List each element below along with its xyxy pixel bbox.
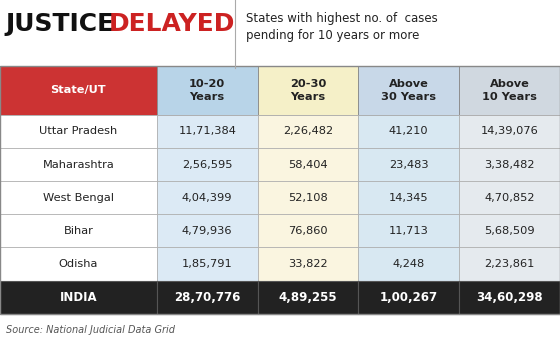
Text: States with highest no. of  cases
pending for 10 years or more: States with highest no. of cases pending…: [246, 12, 438, 42]
FancyBboxPatch shape: [0, 247, 157, 281]
Text: 1,00,267: 1,00,267: [380, 291, 438, 304]
Text: 2,26,482: 2,26,482: [283, 126, 333, 137]
FancyBboxPatch shape: [358, 214, 459, 247]
FancyBboxPatch shape: [258, 281, 358, 314]
Text: 3,38,482: 3,38,482: [484, 160, 535, 170]
FancyBboxPatch shape: [358, 247, 459, 281]
Text: 1,85,791: 1,85,791: [182, 259, 232, 269]
FancyBboxPatch shape: [258, 148, 358, 181]
FancyBboxPatch shape: [0, 115, 157, 148]
FancyBboxPatch shape: [358, 281, 459, 314]
Text: 10-20
Years: 10-20 Years: [189, 79, 225, 102]
Text: 5,68,509: 5,68,509: [484, 226, 535, 236]
Text: 2,56,595: 2,56,595: [182, 160, 232, 170]
Text: Above
10 Years: Above 10 Years: [482, 79, 537, 102]
FancyBboxPatch shape: [258, 247, 358, 281]
FancyBboxPatch shape: [157, 66, 258, 115]
Text: 52,108: 52,108: [288, 193, 328, 203]
Text: 4,70,852: 4,70,852: [484, 193, 535, 203]
FancyBboxPatch shape: [0, 214, 157, 247]
Text: Maharashtra: Maharashtra: [43, 160, 114, 170]
FancyBboxPatch shape: [459, 115, 560, 148]
Text: 11,71,384: 11,71,384: [178, 126, 236, 137]
FancyBboxPatch shape: [358, 181, 459, 214]
FancyBboxPatch shape: [157, 214, 258, 247]
Text: 33,822: 33,822: [288, 259, 328, 269]
FancyBboxPatch shape: [358, 148, 459, 181]
FancyBboxPatch shape: [157, 148, 258, 181]
Text: INDIA: INDIA: [59, 291, 97, 304]
Text: Source: National Judicial Data Grid: Source: National Judicial Data Grid: [6, 324, 175, 335]
FancyBboxPatch shape: [459, 181, 560, 214]
FancyBboxPatch shape: [157, 181, 258, 214]
Text: 76,860: 76,860: [288, 226, 328, 236]
Text: Odisha: Odisha: [59, 259, 98, 269]
Text: 4,79,936: 4,79,936: [182, 226, 232, 236]
FancyBboxPatch shape: [0, 148, 157, 181]
FancyBboxPatch shape: [459, 247, 560, 281]
Text: 34,60,298: 34,60,298: [477, 291, 543, 304]
FancyBboxPatch shape: [258, 181, 358, 214]
Text: 2,23,861: 2,23,861: [484, 259, 535, 269]
Text: 28,70,776: 28,70,776: [174, 291, 240, 304]
FancyBboxPatch shape: [358, 115, 459, 148]
Text: 4,89,255: 4,89,255: [279, 291, 337, 304]
FancyBboxPatch shape: [459, 66, 560, 115]
FancyBboxPatch shape: [459, 148, 560, 181]
FancyBboxPatch shape: [157, 115, 258, 148]
FancyBboxPatch shape: [258, 66, 358, 115]
Text: Bihar: Bihar: [63, 226, 94, 236]
Text: DELAYED: DELAYED: [109, 12, 236, 36]
Text: Above
30 Years: Above 30 Years: [381, 79, 436, 102]
Text: 11,713: 11,713: [389, 226, 429, 236]
Text: Uttar Pradesh: Uttar Pradesh: [39, 126, 118, 137]
Text: 4,04,399: 4,04,399: [182, 193, 232, 203]
FancyBboxPatch shape: [258, 115, 358, 148]
FancyBboxPatch shape: [459, 214, 560, 247]
Text: 58,404: 58,404: [288, 160, 328, 170]
FancyBboxPatch shape: [358, 66, 459, 115]
Text: West Bengal: West Bengal: [43, 193, 114, 203]
Text: 41,210: 41,210: [389, 126, 428, 137]
FancyBboxPatch shape: [459, 281, 560, 314]
Text: 14,39,076: 14,39,076: [480, 126, 539, 137]
FancyBboxPatch shape: [0, 66, 157, 115]
FancyBboxPatch shape: [258, 214, 358, 247]
FancyBboxPatch shape: [157, 281, 258, 314]
FancyBboxPatch shape: [157, 247, 258, 281]
Text: 14,345: 14,345: [389, 193, 428, 203]
FancyBboxPatch shape: [0, 281, 157, 314]
Text: 23,483: 23,483: [389, 160, 428, 170]
Text: State/UT: State/UT: [50, 86, 106, 95]
FancyBboxPatch shape: [0, 181, 157, 214]
Text: 4,248: 4,248: [393, 259, 425, 269]
Text: 20-30
Years: 20-30 Years: [290, 79, 326, 102]
Text: JUSTICE: JUSTICE: [6, 12, 123, 36]
